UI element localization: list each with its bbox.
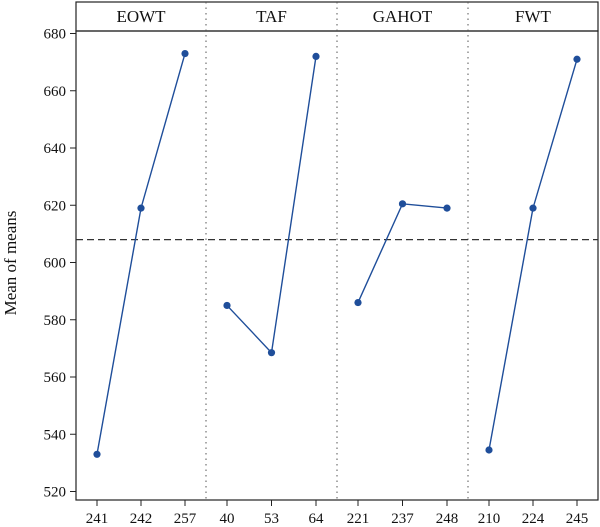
panel-title-eowt: EOWT [116,7,166,26]
y-axis-title-group: Mean of means [1,211,20,316]
data-point [573,55,581,63]
panel-headers: EOWT TAF GAHOT FWT [75,1,599,32]
y-axis: 520 540 560 580 600 620 640 660 680 [44,27,76,501]
data-point [354,298,362,307]
y-tick-label: 600 [44,256,67,272]
y-tick-label: 560 [44,370,67,386]
x-tick-label: 241 [86,511,109,527]
series-line-taf [226,56,317,355]
data-point [529,204,537,212]
data-point [485,446,493,454]
y-axis-title: Mean of means [1,211,20,316]
x-tick-label: 53 [264,511,279,527]
x-tick-label: 248 [436,511,459,527]
series-line-eowt [96,53,186,455]
data-point [181,49,189,58]
y-tick-label: 660 [44,84,67,100]
x-tick-label: 242 [130,511,153,527]
y-tick-label: 620 [44,198,67,214]
x-tick-label: 40 [220,511,235,527]
data-point [443,204,451,212]
x-tick-label: 64 [309,511,325,527]
y-tick-label: 640 [44,141,67,157]
data-point [267,349,276,357]
x-tick-label: 210 [478,511,501,527]
data-point [93,450,101,458]
y-tick-label: 540 [44,427,67,443]
x-tick-label: 221 [347,511,370,527]
data-point [312,52,320,61]
x-tick-label: 245 [566,511,589,527]
x-axis: 241 242 257 40 53 64 221 237 248 210 224 245 [86,500,589,527]
panel-title-gahot: GAHOT [373,7,433,26]
x-tick-label: 257 [174,511,197,527]
y-tick-label: 580 [44,313,67,329]
data-point [398,200,407,208]
x-tick-label: 237 [391,511,414,527]
y-tick-label: 520 [44,485,67,501]
series-line-gahot [357,203,448,303]
data-point [137,204,145,212]
panel-header-frame [75,1,599,32]
panel-title-taf: TAF [256,7,287,26]
y-tick-label: 680 [44,27,67,43]
series-line-fwt [488,59,578,451]
x-tick-label: 224 [522,511,545,527]
data-point [223,301,231,310]
plot-area [75,2,599,501]
plot-frame [75,30,599,501]
panel-title-fwt: FWT [515,7,552,26]
